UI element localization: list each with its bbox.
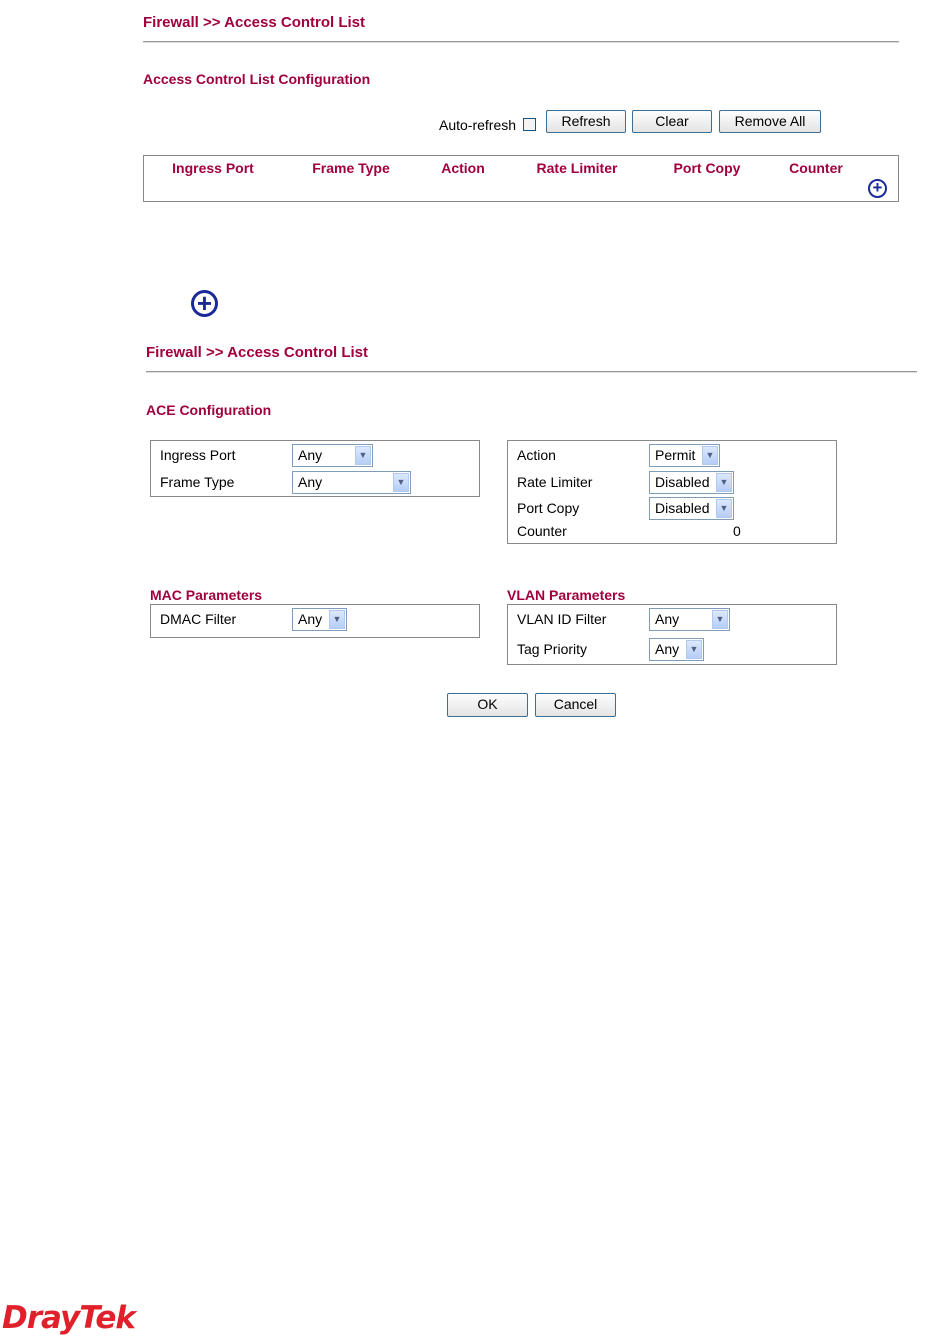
chevron-down-icon: ▼ (329, 610, 345, 629)
vlan-id-filter-label: VLAN ID Filter (517, 611, 607, 627)
port-copy-select[interactable]: Disabled ▼ (649, 497, 734, 520)
page-title: Firewall >> Access Control List (143, 14, 366, 31)
tag-priority-label: Tag Priority (517, 641, 588, 657)
chevron-down-icon: ▼ (712, 610, 728, 629)
vlan-parameters-title: VLAN Parameters (507, 587, 626, 603)
column-header: Action (441, 160, 485, 176)
column-header: Counter (789, 160, 843, 176)
section-title: ACE Configuration (146, 402, 272, 418)
counter-label: Counter (517, 523, 567, 539)
divider (146, 371, 917, 373)
chevron-down-icon: ▼ (686, 640, 702, 659)
selected-value: Any (655, 611, 680, 627)
cancel-button[interactable]: Cancel (535, 693, 616, 717)
selected-value: Any (298, 474, 323, 490)
chevron-down-icon: ▼ (702, 446, 718, 465)
frame-type-select[interactable]: Any ▼ (292, 471, 411, 494)
clear-button[interactable]: Clear (632, 110, 712, 133)
column-header: Port Copy (673, 160, 741, 176)
auto-refresh-checkbox[interactable] (523, 118, 536, 131)
chevron-down-icon: ▼ (716, 499, 732, 518)
mac-box (150, 604, 480, 638)
add-entry-icon[interactable]: + (868, 179, 887, 198)
ingress-port-select[interactable]: Any ▼ (292, 444, 373, 467)
remove-all-button[interactable]: Remove All (719, 110, 821, 133)
page-title: Firewall >> Access Control List (146, 344, 369, 361)
dmac-filter-label: DMAC Filter (160, 611, 237, 627)
action-box (507, 440, 837, 544)
add-entry-icon[interactable]: + (191, 290, 218, 317)
column-header: Rate Limiter (536, 160, 618, 176)
vlan-id-filter-select[interactable]: Any ▼ (649, 608, 730, 631)
vlan-box (507, 604, 837, 665)
port-copy-label: Port Copy (517, 500, 580, 516)
auto-refresh-label: Auto-refresh (439, 117, 517, 133)
chevron-down-icon: ▼ (393, 473, 409, 492)
mac-parameters-title: MAC Parameters (150, 587, 263, 603)
counter-value: 0 (733, 523, 741, 539)
divider (143, 41, 899, 43)
chevron-down-icon: ▼ (716, 473, 732, 492)
selected-value: Disabled (655, 500, 710, 516)
action-label: Action (517, 447, 556, 463)
selected-value: Disabled (655, 474, 710, 490)
ingress-port-label: Ingress Port (160, 447, 236, 463)
dmac-filter-select[interactable]: Any ▼ (292, 608, 347, 631)
selected-value: Any (655, 641, 680, 657)
chevron-down-icon: ▼ (355, 446, 371, 465)
ok-button[interactable]: OK (447, 693, 528, 717)
frame-type-label: Frame Type (160, 474, 235, 490)
column-header: Frame Type (312, 160, 390, 176)
acl-table (143, 155, 899, 202)
selected-value: Any (298, 611, 323, 627)
selected-value: Any (298, 447, 323, 463)
section-title: Access Control List Configuration (143, 71, 371, 87)
draytek-logo: DrayTek (2, 1300, 136, 1336)
rate-limiter-select[interactable]: Disabled ▼ (649, 471, 734, 494)
rate-limiter-label: Rate Limiter (517, 474, 593, 490)
action-select[interactable]: Permit ▼ (649, 444, 720, 467)
selected-value: Permit (655, 447, 696, 463)
column-header: Ingress Port (172, 160, 254, 176)
tag-priority-select[interactable]: Any ▼ (649, 638, 704, 661)
refresh-button[interactable]: Refresh (546, 110, 626, 133)
port-frame-box (150, 440, 480, 497)
